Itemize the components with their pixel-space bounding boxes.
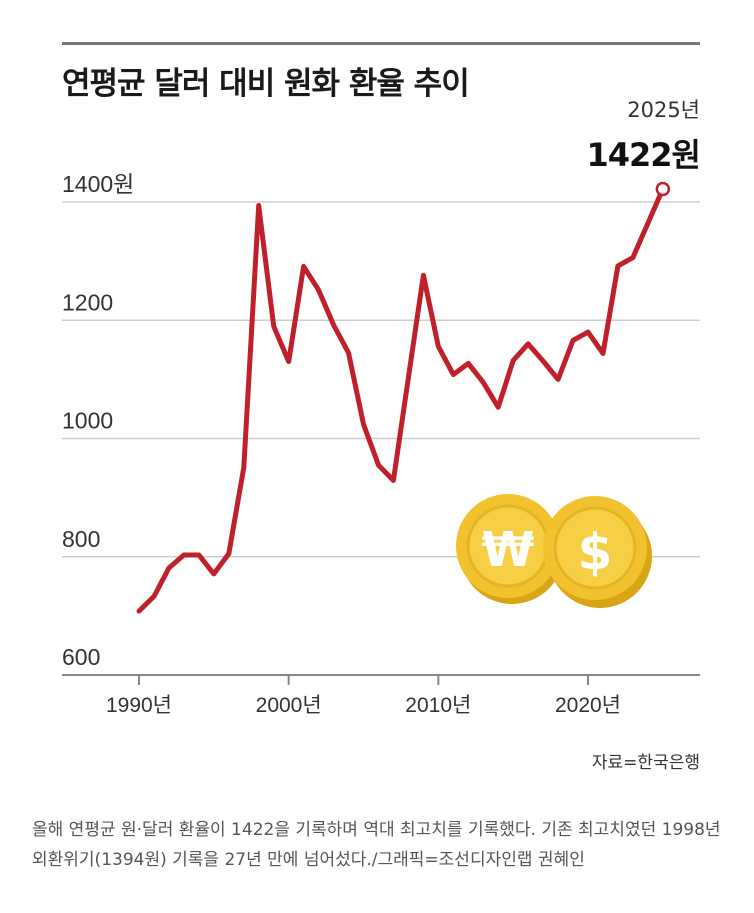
highlight-value-label: 1422원: [586, 136, 701, 174]
source-note: 자료=한국은행: [591, 753, 700, 773]
coins-illustration: ₩ $: [456, 494, 652, 608]
svg-text:$: $: [578, 523, 613, 581]
x-tick-label: 2020년: [555, 694, 621, 717]
svg-text:₩: ₩: [482, 522, 535, 578]
y-tick-label: 1400원: [62, 171, 134, 197]
y-tick-label: 1000: [62, 408, 113, 434]
top-rule: [62, 42, 700, 45]
highlight-year-label: 2025년: [627, 98, 700, 122]
axis-layer: 600 800 1000 1200 1400원 1990년 2000년 2010년 2020년: [62, 171, 700, 717]
chart-title: 연평균 달러 대비 원화 환율 추이: [62, 66, 470, 102]
y-tick-label: 1200: [62, 289, 113, 315]
series-layer: [136, 181, 671, 614]
x-tick-label: 2010년: [405, 694, 471, 717]
x-tick-label: 1990년: [106, 694, 172, 717]
caption-text: 올해 연평균 원·달러 환율이 1422을 기록하며 역대 최고치를 기록했다.…: [32, 820, 721, 870]
y-tick-label: 600: [62, 644, 100, 670]
won-coin-icon: ₩: [456, 494, 564, 604]
x-tick-label: 2000년: [256, 694, 322, 717]
dollar-coin-icon: $: [543, 496, 652, 608]
latest-point-marker: [655, 181, 671, 197]
exchange-rate-line: [136, 186, 666, 614]
y-tick-label: 800: [62, 526, 100, 552]
